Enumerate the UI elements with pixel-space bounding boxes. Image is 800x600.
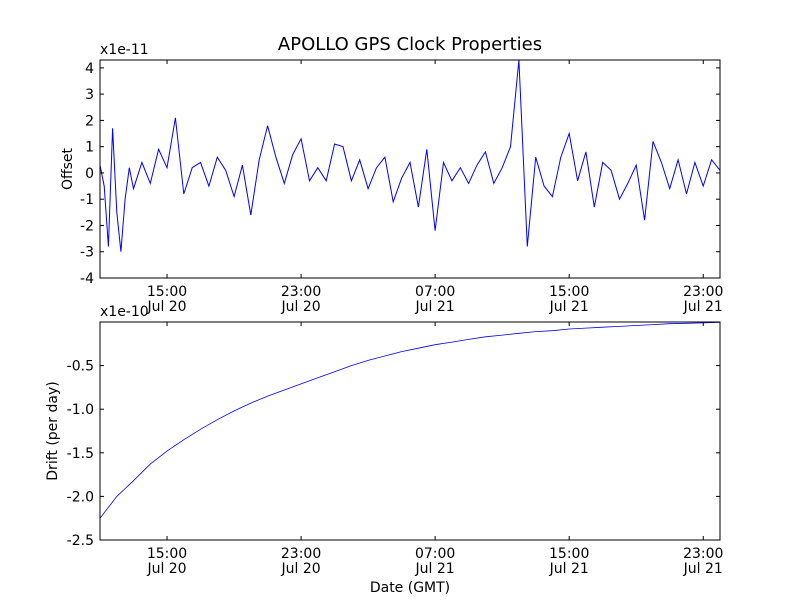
plot-frame [99, 59, 721, 279]
x-tick-label-date: Jul 20 [146, 561, 186, 577]
y-tick-label: -0.5 [67, 359, 94, 375]
x-tick-label-date: Jul 21 [549, 561, 589, 577]
x-tick-label-time: 23:00 [683, 546, 723, 562]
series-line-0 [99, 322, 721, 519]
x-tick-label-date: Jul 20 [281, 299, 321, 315]
y-tick-label: -1 [80, 192, 94, 208]
x-tick-label-time: 15:00 [549, 546, 589, 562]
y-tick-label: -1.0 [67, 402, 94, 418]
x-tick-label-time: 07:00 [415, 284, 455, 300]
x-tick-label-date: Jul 20 [281, 561, 321, 577]
x-tick-label-date: Jul 21 [415, 561, 455, 577]
y-tick-label: 2 [85, 113, 94, 129]
y-tick-label: -1.5 [67, 446, 94, 462]
x-tick-label-time: 07:00 [415, 546, 455, 562]
x-tick-label-date: Jul 20 [146, 299, 186, 315]
y-tick-label: -2 [80, 218, 94, 234]
y-scale-label: x1e-11 [100, 42, 149, 58]
chart-title: APOLLO GPS Clock Properties [278, 34, 542, 55]
x-tick-label-time: 23:00 [281, 284, 321, 300]
y-axis-label: Drift (per day) [45, 381, 61, 480]
y-tick-label: 1 [85, 140, 94, 156]
x-tick-label-time: 23:00 [281, 546, 321, 562]
y-tick-label: 4 [85, 61, 94, 77]
y-tick-label: 3 [85, 87, 94, 103]
y-tick-label: -2.0 [67, 489, 94, 505]
x-tick-label-time: 15:00 [147, 546, 187, 562]
y-axis-label: Offset [60, 147, 76, 190]
y-tick-label: 0 [85, 166, 94, 182]
plot-frame [99, 321, 721, 541]
x-axis-label: Date (GMT) [370, 580, 450, 596]
y-tick-label: -2.5 [67, 533, 94, 549]
x-tick-label-date: Jul 21 [683, 299, 723, 315]
x-tick-label-date: Jul 21 [549, 299, 589, 315]
x-tick-label-time: 15:00 [147, 284, 187, 300]
series-line-0 [99, 59, 721, 252]
x-tick-label-date: Jul 21 [683, 561, 723, 577]
x-tick-label-time: 15:00 [549, 284, 589, 300]
y-tick-label: -4 [80, 271, 94, 287]
x-tick-label-time: 23:00 [683, 284, 723, 300]
x-tick-label-date: Jul 21 [415, 299, 455, 315]
y-tick-label: -3 [80, 245, 94, 261]
y-scale-label: x1e-10 [100, 304, 149, 320]
